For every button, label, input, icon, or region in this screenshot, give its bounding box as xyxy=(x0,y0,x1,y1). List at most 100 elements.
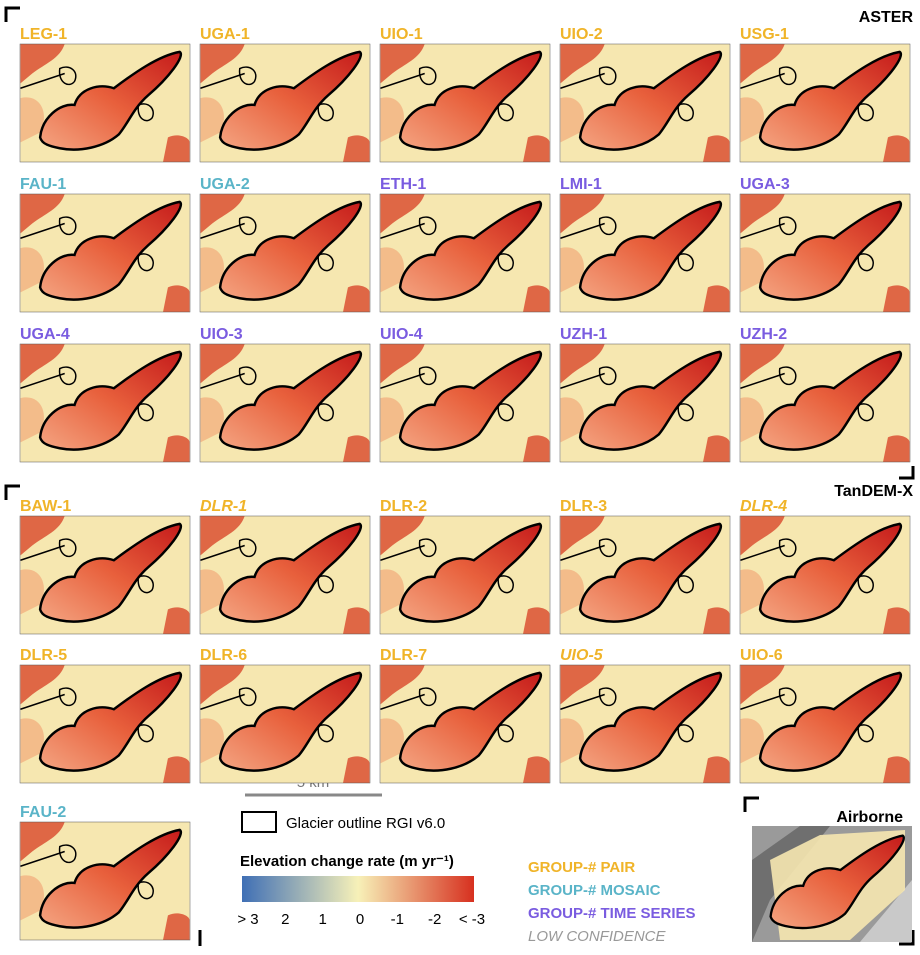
section-title: TanDEM-X xyxy=(834,483,913,500)
panel-frame xyxy=(379,664,551,784)
section-title: ASTER xyxy=(859,9,914,26)
panel-frame xyxy=(199,193,371,313)
panel-label: UIO-5 xyxy=(560,647,604,664)
panel-label: LEG-1 xyxy=(20,26,67,43)
map-panel xyxy=(20,665,190,783)
colorbar-title: Elevation change rate (m yr⁻¹) xyxy=(240,853,454,870)
panel-label: LMI-1 xyxy=(560,176,602,193)
panel-frame xyxy=(199,664,371,784)
panel-label: UGA-1 xyxy=(200,26,250,43)
colorbar-tick: 2 xyxy=(281,911,289,928)
panel-label: UGA-3 xyxy=(740,176,790,193)
panel-frame xyxy=(559,193,731,313)
section-title: Airborne xyxy=(836,809,903,826)
panel-label: UIO-1 xyxy=(380,26,423,43)
panel-frame xyxy=(379,515,551,635)
corner-mark xyxy=(899,466,915,480)
panel-label: UIO-2 xyxy=(560,26,603,43)
outline-swatch xyxy=(241,811,277,833)
panel-label: DLR-5 xyxy=(20,647,67,664)
map-panel xyxy=(200,665,370,783)
map-panel xyxy=(740,665,910,783)
map-panel xyxy=(380,344,550,462)
group-legend: LOW CONFIDENCE xyxy=(528,928,667,945)
panel-frame xyxy=(739,43,911,163)
airborne-map xyxy=(752,826,912,942)
panel-frame xyxy=(739,515,911,635)
panel-label: UGA-4 xyxy=(20,326,70,343)
group-legend: GROUP-# PAIR xyxy=(528,859,635,876)
panel-label: DLR-3 xyxy=(560,498,607,515)
group-legend: GROUP-# TIME SERIES xyxy=(528,905,696,922)
panel-frame xyxy=(19,821,191,941)
panel-frame xyxy=(19,515,191,635)
map-panel xyxy=(20,44,190,162)
panel-frame xyxy=(739,664,911,784)
panel-label: DLR-2 xyxy=(380,498,427,515)
panel-label: FAU-2 xyxy=(20,804,66,821)
colorbar-tick: 0 xyxy=(356,911,364,928)
map-panel xyxy=(20,344,190,462)
panel-label: FAU-1 xyxy=(20,176,66,193)
map-panel xyxy=(20,194,190,312)
panel-label: DLR-7 xyxy=(380,647,427,664)
colorbar-tick: 1 xyxy=(318,911,326,928)
panel-label: ETH-1 xyxy=(380,176,426,193)
panel-frame xyxy=(739,343,911,463)
panel-frame xyxy=(19,193,191,313)
map-panel xyxy=(560,516,730,634)
map-panel xyxy=(560,665,730,783)
map-panel xyxy=(560,344,730,462)
map-panel xyxy=(560,44,730,162)
corner-mark xyxy=(899,930,915,946)
panel-label: UIO-6 xyxy=(740,647,783,664)
map-panel xyxy=(380,44,550,162)
map-panel xyxy=(200,194,370,312)
map-panel xyxy=(380,516,550,634)
outline-legend: Glacier outline RGI v6.0 xyxy=(286,815,445,832)
colorbar xyxy=(242,876,474,902)
panel-label: UIO-4 xyxy=(380,326,423,343)
colorbar-tick: < -3 xyxy=(459,911,485,928)
panel-frame xyxy=(199,343,371,463)
panel-frame xyxy=(19,343,191,463)
panel-frame xyxy=(19,43,191,163)
map-panel xyxy=(380,665,550,783)
panel-frame xyxy=(199,515,371,635)
map-panel xyxy=(740,44,910,162)
panel-label: UIO-3 xyxy=(200,326,243,343)
map-panel xyxy=(200,516,370,634)
map-panel xyxy=(200,344,370,462)
panel-frame xyxy=(379,43,551,163)
map-panel xyxy=(740,194,910,312)
panel-frame xyxy=(379,193,551,313)
map-panel xyxy=(200,44,370,162)
panel-frame xyxy=(379,343,551,463)
map-panel xyxy=(380,194,550,312)
panel-label: UZH-2 xyxy=(740,326,787,343)
colorbar-tick: -2 xyxy=(428,911,441,928)
panel-label: USG-1 xyxy=(740,26,789,43)
panel-label: DLR-6 xyxy=(200,647,247,664)
map-panel xyxy=(560,194,730,312)
map-panel xyxy=(740,344,910,462)
panel-frame xyxy=(559,43,731,163)
panel-frame xyxy=(739,193,911,313)
panel-label: UGA-2 xyxy=(200,176,250,193)
corner-mark xyxy=(743,796,759,812)
panel-frame xyxy=(559,515,731,635)
map-panel xyxy=(20,516,190,634)
panel-label: BAW-1 xyxy=(20,498,71,515)
colorbar-tick: -1 xyxy=(391,911,404,928)
panel-label: UZH-1 xyxy=(560,326,607,343)
panel-label: DLR-4 xyxy=(740,498,787,515)
panel-frame xyxy=(199,43,371,163)
corner-mark xyxy=(4,484,20,500)
colorbar-tick: > 3 xyxy=(237,911,258,928)
panel-frame xyxy=(559,343,731,463)
panel-label: DLR-1 xyxy=(200,498,247,515)
map-panel xyxy=(20,822,190,940)
panel-frame xyxy=(559,664,731,784)
panel-frame xyxy=(19,664,191,784)
